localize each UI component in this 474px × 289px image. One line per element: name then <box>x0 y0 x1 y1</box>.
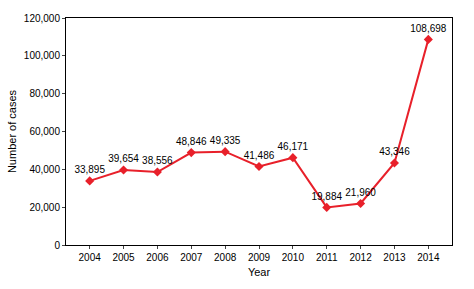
svg-text:39,654: 39,654 <box>108 153 139 164</box>
svg-text:108,698: 108,698 <box>410 23 447 34</box>
svg-text:2014: 2014 <box>417 252 440 263</box>
svg-text:2007: 2007 <box>180 252 203 263</box>
svg-text:48,846: 48,846 <box>176 136 207 147</box>
svg-text:20,000: 20,000 <box>29 202 60 213</box>
svg-text:40,000: 40,000 <box>29 164 60 175</box>
svg-text:120,000: 120,000 <box>24 13 61 24</box>
svg-text:19,884: 19,884 <box>311 191 342 202</box>
svg-text:33,895: 33,895 <box>74 164 105 175</box>
svg-text:80,000: 80,000 <box>29 88 60 99</box>
svg-text:2009: 2009 <box>248 252 271 263</box>
svg-text:2011: 2011 <box>316 252 338 263</box>
svg-text:Year: Year <box>248 266 271 278</box>
svg-text:41,486: 41,486 <box>244 150 275 161</box>
svg-text:100,000: 100,000 <box>24 50 61 61</box>
svg-text:2004: 2004 <box>79 252 102 263</box>
svg-text:38,556: 38,556 <box>142 155 173 166</box>
svg-text:2013: 2013 <box>383 252 406 263</box>
svg-text:2008: 2008 <box>214 252 237 263</box>
svg-text:21,960: 21,960 <box>345 187 376 198</box>
svg-text:46,171: 46,171 <box>278 141 309 152</box>
svg-text:Number of cases: Number of cases <box>6 89 18 173</box>
svg-text:43,346: 43,346 <box>379 146 410 157</box>
svg-text:2010: 2010 <box>282 252 305 263</box>
svg-text:0: 0 <box>54 240 60 251</box>
svg-text:2006: 2006 <box>146 252 169 263</box>
svg-text:2005: 2005 <box>112 252 135 263</box>
svg-text:60,000: 60,000 <box>29 126 60 137</box>
svg-text:2012: 2012 <box>349 252 372 263</box>
svg-text:49,335: 49,335 <box>210 135 241 146</box>
